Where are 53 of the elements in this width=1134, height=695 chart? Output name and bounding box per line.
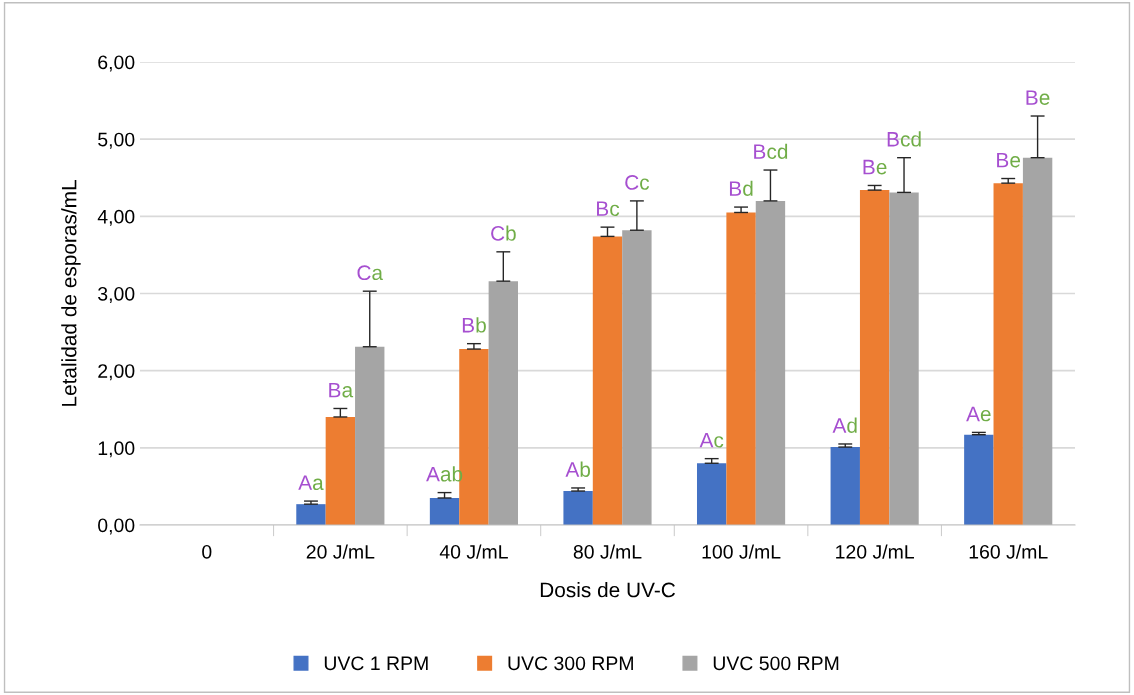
data-label: Ba [329, 382, 354, 398]
bar [859, 190, 890, 525]
data-label: Cc [625, 175, 650, 190]
bar [726, 212, 756, 525]
x-tick-label: 120 J/mL [836, 544, 914, 559]
bar [592, 236, 623, 525]
y-tick-label: 6,00 [98, 55, 135, 72]
x-tick-label: 40 J/mL [439, 544, 508, 559]
data-label: Bd [729, 180, 753, 197]
y-tick-label: 5,00 [98, 132, 135, 149]
legend-label: UVC 1 RPM [324, 656, 428, 671]
bar [993, 183, 1023, 525]
bar [563, 491, 593, 525]
data-label: Bcd [754, 143, 788, 159]
data-label: Cb [491, 225, 516, 241]
y-tick-label: 2,00 [98, 364, 135, 381]
data-label: Ad [832, 417, 857, 433]
bar [622, 230, 652, 525]
y-tick-label: 3,00 [98, 286, 135, 304]
bar [964, 434, 994, 525]
data-label: Be [863, 159, 887, 175]
data-label: Bb [462, 317, 486, 333]
legend-label: UVC 300 RPM [508, 656, 633, 671]
bar [889, 192, 919, 525]
data-label: Ca [357, 265, 384, 281]
y-axis-title: Letalidad de esporas/mL [61, 180, 81, 406]
y-tick-label: 1,00 [98, 441, 135, 458]
data-label: Aa [298, 475, 324, 491]
bar [355, 346, 385, 525]
bar [429, 497, 460, 525]
data-label: Bcd [887, 131, 921, 147]
x-axis-title: Dosis de UV-C [540, 582, 676, 598]
data-label: Ac [699, 433, 724, 448]
bar [755, 200, 786, 525]
data-label: Be [997, 152, 1021, 168]
data-label: Be [1026, 90, 1050, 105]
data-label: Ab [565, 461, 591, 477]
x-tick-label: 80 J/mL [573, 544, 642, 559]
bar [696, 463, 727, 525]
bar [296, 504, 326, 525]
x-tick-label: 20 J/mL [306, 544, 375, 559]
x-tick-label: 160 J/mL [969, 544, 1048, 559]
y-tick-label: 4,00 [97, 209, 135, 226]
legend-label: UVC 500 RPM [713, 656, 839, 671]
data-label: Bc [597, 201, 620, 217]
x-tick-label: 100 J/mL [702, 544, 781, 559]
x-tick-label: 0 [202, 544, 212, 559]
bar [830, 447, 860, 525]
y-tick-label: 0,00 [98, 518, 135, 535]
data-label: Ae [966, 406, 991, 422]
bar [488, 281, 519, 525]
bar [325, 416, 356, 525]
bar [1022, 157, 1053, 525]
